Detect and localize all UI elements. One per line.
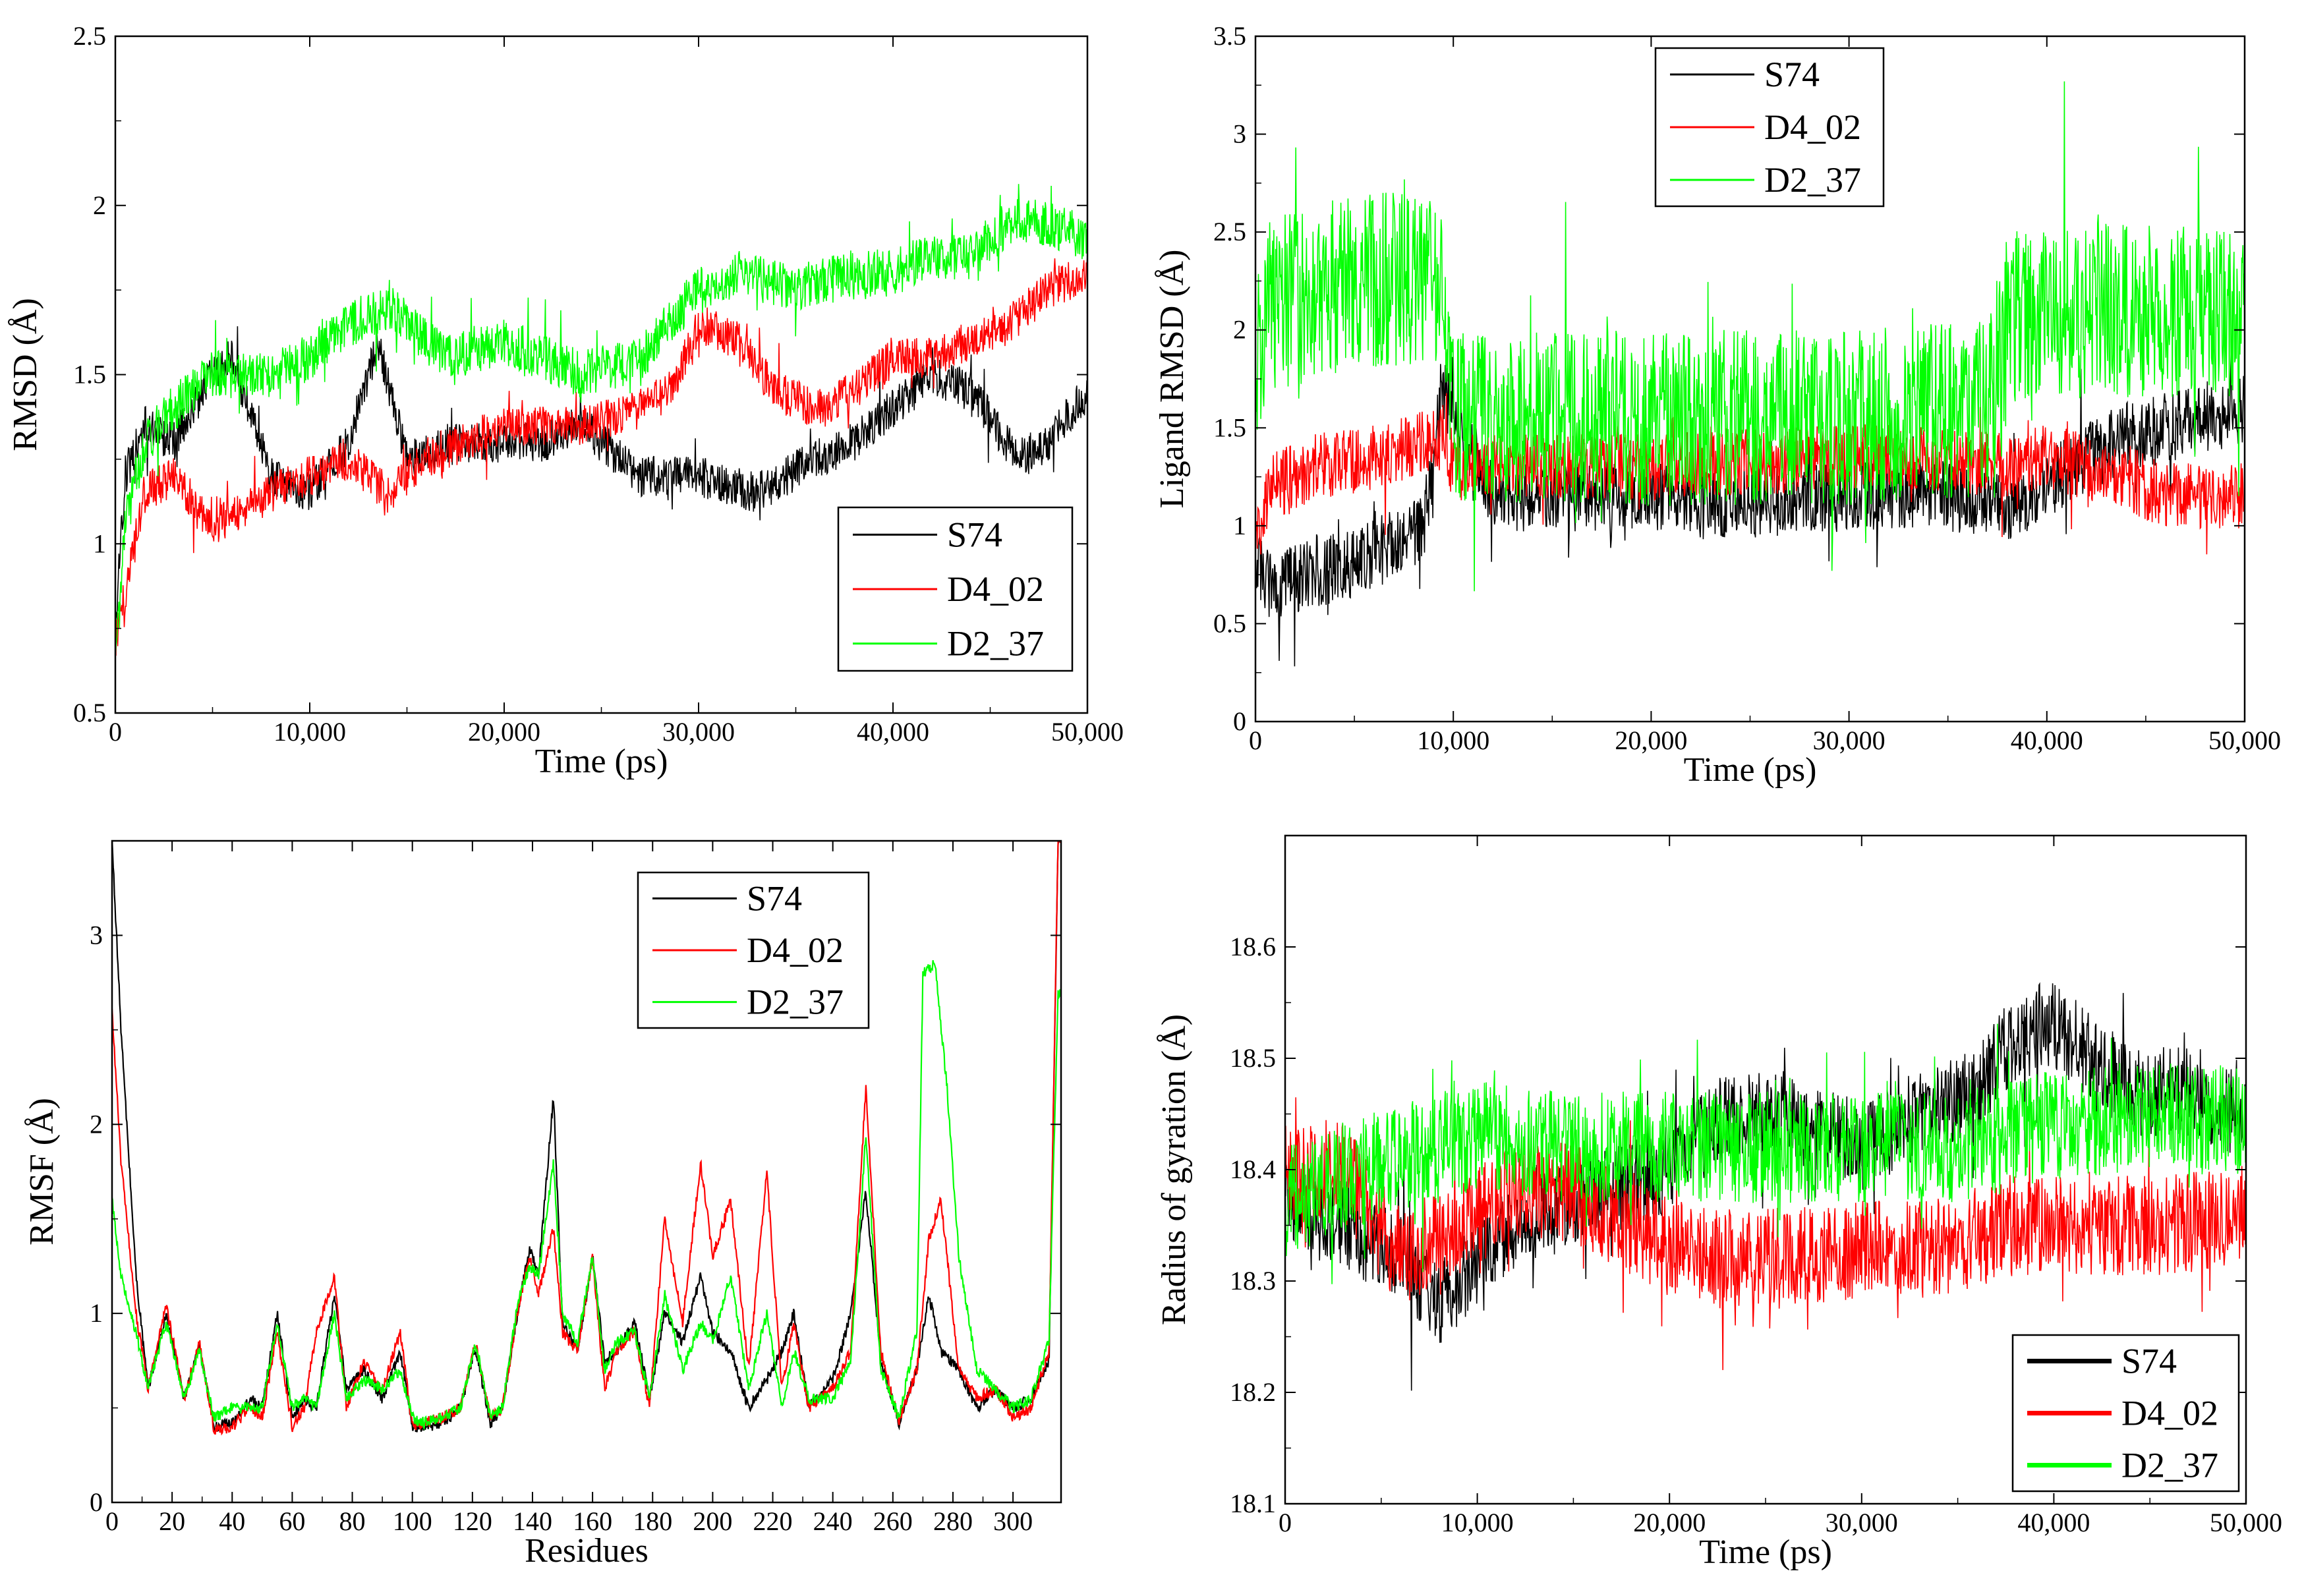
x-tick-label: 240 <box>813 1506 853 1536</box>
x-tick-label: 50,000 <box>2210 1508 2282 1537</box>
x-tick-label: 40 <box>219 1506 245 1536</box>
series-line-d4-02 <box>112 841 1061 1436</box>
y-tick-label: 1.5 <box>1213 413 1246 442</box>
legend-label: D2_37 <box>1764 160 1861 200</box>
x-axis-title: Residues <box>525 1532 648 1570</box>
x-tick-label: 30,000 <box>1826 1508 1898 1537</box>
y-tick-label: 0 <box>1233 706 1246 736</box>
y-tick-label: 18.1 <box>1230 1489 1276 1518</box>
y-tick-label: 18.5 <box>1230 1043 1276 1073</box>
x-tick-label: 20,000 <box>1633 1508 1706 1537</box>
legend-label: D4_02 <box>947 569 1044 609</box>
legend: S74 D4_02 D2_37 <box>1654 47 1885 208</box>
x-tick-label: 80 <box>339 1506 366 1536</box>
x-tick-label: 260 <box>873 1506 913 1536</box>
x-tick-label: 220 <box>753 1506 793 1536</box>
y-axis-title: Radius of gyration (Å) <box>1155 1014 1193 1325</box>
x-axis-title: Time (ps) <box>1699 1533 1832 1571</box>
x-tick-label: 30,000 <box>1813 726 1886 755</box>
y-axis-title: RMSF (Å) <box>23 1098 61 1245</box>
y-tick-label: 3.5 <box>1213 21 1246 51</box>
y-tick-label: 2 <box>1233 315 1246 345</box>
x-tick-label: 10,000 <box>1441 1508 1514 1537</box>
plot-frame <box>111 840 1062 1504</box>
series-line-d2-37 <box>112 959 1061 1431</box>
y-tick-label: 18.4 <box>1230 1154 1276 1184</box>
series-line-d4-02 <box>115 257 1087 656</box>
x-tick-label: 0 <box>1279 1508 1292 1537</box>
y-tick-label: 0 <box>90 1487 103 1517</box>
x-tick-label: 300 <box>993 1506 1033 1536</box>
legend-label: S74 <box>2121 1342 2177 1381</box>
x-tick-label: 50,000 <box>1051 717 1124 747</box>
chart-rmsf: 0 20 40 60 80 100 120 140 160 180 200 220 240 260 280 3… <box>23 840 1062 1570</box>
x-axis-title: Time (ps) <box>535 743 668 780</box>
legend-label: D4_02 <box>2121 1394 2218 1433</box>
x-tick-label: 40,000 <box>2011 726 2083 755</box>
legend-label: S74 <box>947 515 1002 554</box>
x-tick-label: 40,000 <box>2017 1508 2090 1537</box>
y-tick-label: 0.5 <box>73 698 106 727</box>
y-tick-label: 1 <box>93 528 106 558</box>
legend: S74 D4_02 D2_37 <box>837 506 1074 672</box>
x-axis-title: Time (ps) <box>1684 751 1817 789</box>
x-tick-label: 120 <box>453 1506 492 1536</box>
series-line-s74 <box>1285 982 2246 1391</box>
legend-label: S74 <box>1764 55 1820 94</box>
x-tick-label: 10,000 <box>1417 726 1489 755</box>
legend-label: D2_37 <box>947 624 1044 664</box>
legend-label: D2_37 <box>2121 1446 2218 1485</box>
x-tick-label: 0 <box>105 1506 119 1536</box>
x-tick-label: 60 <box>279 1506 305 1536</box>
series-line-d2-37 <box>1255 81 2245 592</box>
chart-ligand-rmsd: 0 10,000 20,000 30,000 40,000 50,000 0 0.5 1 1.5 2… <box>1153 21 2281 789</box>
x-tick-label: 0 <box>1249 726 1262 755</box>
x-tick-label: 280 <box>933 1506 973 1536</box>
chart-rmsd: 0 10,000 20,000 30,000 40,000 50,000 0.5 1 1.5 2 2… <box>7 21 1124 780</box>
chart-rgyr: 0 10,000 20,000 30,000 40,000 50,000 18.1 18.2 1… <box>1155 834 2282 1571</box>
y-axis-title: Ligand RMSD (Å) <box>1153 250 1191 509</box>
x-tick-label: 180 <box>633 1506 672 1536</box>
series-line-s74 <box>1255 355 2245 667</box>
x-tick-label: 10,000 <box>274 717 346 747</box>
y-tick-label: 18.2 <box>1230 1377 1276 1407</box>
legend-label: S74 <box>747 878 802 918</box>
series-line-s74 <box>112 841 1061 1434</box>
y-tick-label: 3 <box>1233 119 1246 149</box>
y-tick-label: 1.5 <box>73 360 106 389</box>
y-tick-label: 3 <box>90 920 103 950</box>
x-tick-label: 20,000 <box>468 717 540 747</box>
series-line-d2-37 <box>1285 1023 2246 1284</box>
x-tick-label: 40,000 <box>857 717 929 747</box>
x-tick-label: 0 <box>109 717 122 747</box>
x-tick-label: 100 <box>393 1506 432 1536</box>
y-tick-label: 2.5 <box>1213 217 1246 246</box>
legend-label: D4_02 <box>747 930 844 970</box>
legend: S74 D4_02 D2_37 <box>637 871 870 1029</box>
y-tick-label: 18.3 <box>1230 1266 1276 1296</box>
legend-label: D4_02 <box>1764 107 1861 147</box>
series-line-d4-02 <box>1285 1097 2246 1371</box>
y-axis-title: RMSD (Å) <box>7 298 44 451</box>
y-tick-label: 1 <box>1233 511 1246 540</box>
series-line-d2-37 <box>115 184 1087 656</box>
legend-label: D2_37 <box>747 983 844 1022</box>
y-tick-label: 0.5 <box>1213 608 1246 638</box>
x-tick-label: 20,000 <box>1615 726 1687 755</box>
x-tick-label: 50,000 <box>2208 726 2281 755</box>
x-tick-label: 160 <box>573 1506 612 1536</box>
x-tick-label: 140 <box>513 1506 552 1536</box>
y-tick-label: 2 <box>93 190 106 220</box>
x-tick-label: 20 <box>159 1506 185 1536</box>
legend: S74 D4_02 D2_37 <box>2011 1334 2240 1493</box>
y-tick-label: 2.5 <box>73 21 106 51</box>
y-tick-label: 1 <box>90 1298 103 1328</box>
x-tick-label: 30,000 <box>662 717 735 747</box>
x-tick-label: 200 <box>693 1506 732 1536</box>
y-tick-label: 2 <box>90 1109 103 1139</box>
y-tick-label: 18.6 <box>1230 932 1276 961</box>
series-line-d4-02 <box>1255 393 2245 555</box>
